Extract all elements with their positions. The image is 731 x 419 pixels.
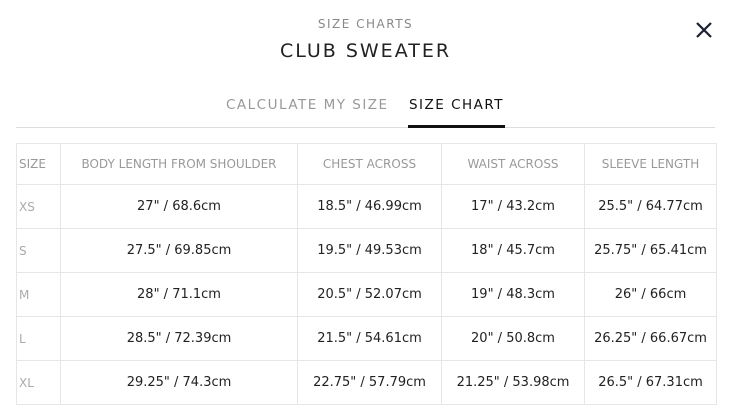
measurement-cell: 21.5" / 54.61cm — [297, 316, 442, 361]
measurement-cell: 25.75" / 65.41cm — [584, 228, 717, 273]
measurement-cell: 26.25" / 66.67cm — [584, 316, 717, 361]
measurement-cell: 27" / 68.6cm — [60, 184, 298, 229]
size-cell: S — [16, 228, 61, 273]
measurement-cell: 20.5" / 52.07cm — [297, 272, 442, 317]
column-header: CHEST ACROSS — [297, 143, 442, 185]
close-icon[interactable] — [692, 18, 716, 42]
measurement-cell: 18" / 45.7cm — [441, 228, 585, 273]
table-row: L 28.5" / 72.39cm 21.5" / 54.61cm 20" / 50.… — [16, 316, 717, 361]
column-header: SIZE — [16, 143, 61, 185]
size-chart-table: SIZE BODY LENGTH FROM SHOULDER CHEST ACROS… — [16, 143, 717, 405]
measurement-cell: 17" / 43.2cm — [441, 184, 585, 229]
measurement-cell: 27.5" / 69.85cm — [60, 228, 298, 273]
tab-calculate-my-size[interactable]: CALCULATE MY SIZE — [226, 97, 389, 113]
measurement-cell: 28.5" / 72.39cm — [60, 316, 298, 361]
eyebrow-label: SIZE CHARTS — [317, 17, 414, 31]
table-row: M 28" / 71.1cm 20.5" / 52.07cm 19" / 48.3cm… — [16, 272, 717, 317]
size-cell: XS — [16, 184, 61, 229]
size-cell: M — [16, 272, 61, 317]
column-header: SLEEVE LENGTH — [584, 143, 717, 185]
tab-bar: CALCULATE MY SIZE SIZE CHART — [16, 97, 715, 128]
measurement-cell: 21.25" / 53.98cm — [441, 360, 585, 405]
measurement-cell: 29.25" / 74.3cm — [60, 360, 298, 405]
size-cell: XL — [16, 360, 61, 405]
tab-size-chart[interactable]: SIZE CHART — [408, 97, 505, 128]
close-button[interactable] — [692, 18, 716, 42]
measurement-cell: 22.75" / 57.79cm — [297, 360, 442, 405]
column-header: BODY LENGTH FROM SHOULDER — [60, 143, 298, 185]
measurement-cell: 26" / 66cm — [584, 272, 717, 317]
column-header: WAIST ACROSS — [441, 143, 585, 185]
table-row: XS 27" / 68.6cm 18.5" / 46.99cm 17" / 43.2c… — [16, 184, 717, 229]
measurement-cell: 19.5" / 49.53cm — [297, 228, 442, 273]
table-row: XL 29.25" / 74.3cm 22.75" / 57.79cm 21.25" … — [16, 360, 717, 405]
measurement-cell: 25.5" / 64.77cm — [584, 184, 717, 229]
measurement-cell: 19" / 48.3cm — [441, 272, 585, 317]
measurement-cell: 20" / 50.8cm — [441, 316, 585, 361]
measurement-cell: 26.5" / 67.31cm — [584, 360, 717, 405]
measurement-cell: 18.5" / 46.99cm — [297, 184, 442, 229]
table-header-row: SIZE BODY LENGTH FROM SHOULDER CHEST ACROS… — [16, 143, 717, 185]
measurement-cell: 28" / 71.1cm — [60, 272, 298, 317]
page-title: CLUB SWEATER — [279, 40, 452, 62]
size-cell: L — [16, 316, 61, 361]
table-row: S 27.5" / 69.85cm 19.5" / 49.53cm 18" / 45.… — [16, 228, 717, 273]
